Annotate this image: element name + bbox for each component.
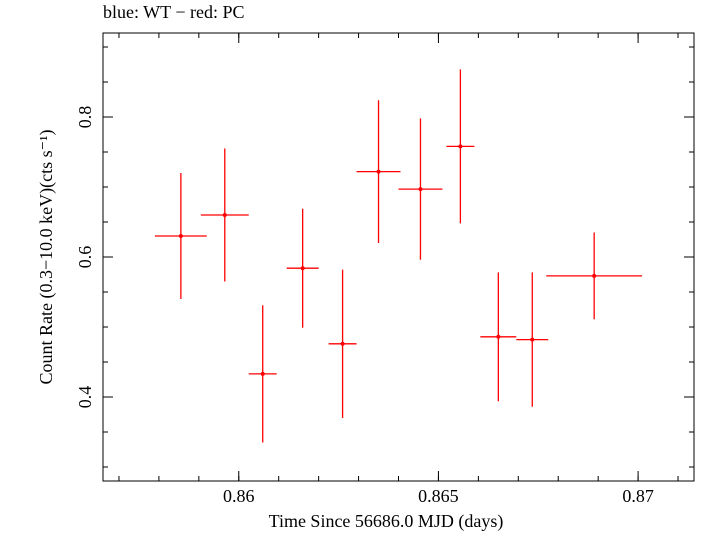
y-axis-ticks: 0.4 0.6 0.8: [75, 46, 694, 468]
y-axis-label: Count Rate (0.3−10.0 keV)(cts s⁻¹): [36, 129, 57, 384]
data-point: [328, 269, 357, 418]
data-marker: [376, 169, 381, 174]
data-marker: [222, 213, 227, 217]
data-marker: [530, 337, 535, 342]
data-point: [154, 173, 207, 299]
data-point: [546, 232, 643, 320]
data-point: [446, 69, 475, 224]
data-marker: [458, 144, 463, 149]
data-point: [356, 100, 401, 243]
data-marker: [178, 234, 183, 238]
x-tick-label: 0.87: [622, 486, 654, 506]
x-axis-label: Time Since 56686.0 MJD (days): [269, 511, 504, 532]
data-marker: [260, 371, 265, 376]
y-tick-label: 0.6: [75, 246, 95, 269]
x-tick-label: 0.86: [223, 486, 255, 506]
data-point: [480, 272, 517, 402]
data-point: [516, 272, 549, 407]
data-marker: [592, 273, 597, 278]
chart-title: blue: WT − red: PC: [103, 2, 245, 22]
data-point: [286, 208, 319, 328]
data-point: [248, 305, 277, 443]
x-axis-ticks: 0.86 0.865 0.87: [118, 33, 679, 506]
y-tick-label: 0.8: [75, 106, 95, 129]
data-point: [398, 118, 443, 260]
x-tick-label: 0.865: [418, 486, 459, 506]
data-series: [154, 69, 643, 443]
data-marker: [300, 266, 305, 271]
data-marker: [418, 187, 423, 192]
data-marker: [340, 341, 345, 346]
y-tick-label: 0.4: [75, 386, 95, 409]
data-marker: [496, 334, 501, 339]
plot-frame: [102, 32, 695, 482]
data-point: [200, 148, 249, 282]
